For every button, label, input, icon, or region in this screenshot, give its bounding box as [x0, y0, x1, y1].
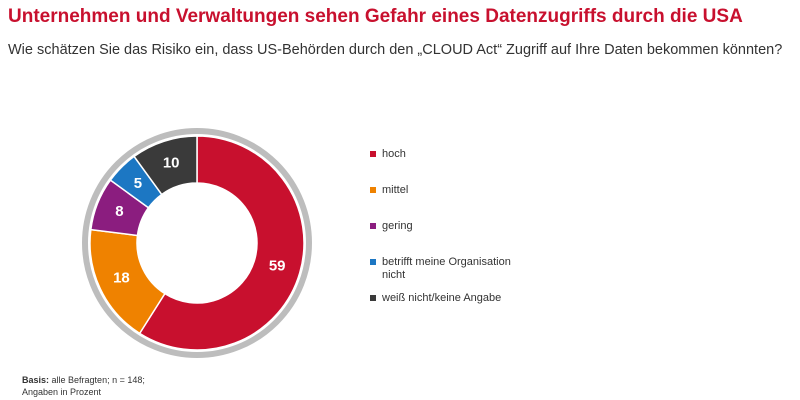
- footnote-text: alle Befragten; n = 148;: [51, 375, 145, 385]
- legend-item: weiß nicht/keine Angabe: [370, 292, 530, 328]
- donut-segment: [133, 135, 198, 196]
- chart-subtitle: Wie schätzen Sie das Risiko ein, dass US…: [8, 42, 783, 58]
- data-label: 18: [113, 270, 130, 287]
- legend-swatch: [370, 223, 376, 229]
- donut-rim: [82, 128, 312, 358]
- legend-item: hoch: [370, 148, 530, 184]
- data-label: 8: [115, 203, 123, 220]
- legend-swatch: [370, 259, 376, 265]
- footnote-note: Angaben in Prozent: [22, 387, 102, 397]
- data-label: 5: [134, 175, 142, 192]
- legend-label: weiß nicht/keine Angabe: [382, 292, 502, 304]
- legend-item: betrifft meine Organisation nicht: [370, 256, 530, 292]
- donut-segment: [138, 135, 305, 351]
- footnote: Basis: alle Befragten; n = 148; Angaben …: [22, 374, 145, 398]
- legend-swatch: [370, 187, 376, 193]
- legend-label: gering: [382, 220, 413, 232]
- legend-swatch: [370, 295, 376, 301]
- legend-item: gering: [370, 220, 530, 256]
- legend-swatch: [370, 151, 376, 157]
- legend-label: hoch: [382, 148, 406, 160]
- legend-item: mittel: [370, 184, 530, 220]
- data-label: 10: [163, 155, 180, 172]
- legend: hoch mittel gering betrifft meine Organisat…: [370, 148, 530, 328]
- data-label: 59: [269, 257, 286, 274]
- chart-title: Unternehmen und Verwaltungen sehen Gefah…: [8, 6, 743, 27]
- legend-label: mittel: [382, 184, 409, 196]
- legend-label: betrifft meine Organisation nicht: [382, 256, 511, 281]
- footnote-label: Basis:: [22, 375, 50, 385]
